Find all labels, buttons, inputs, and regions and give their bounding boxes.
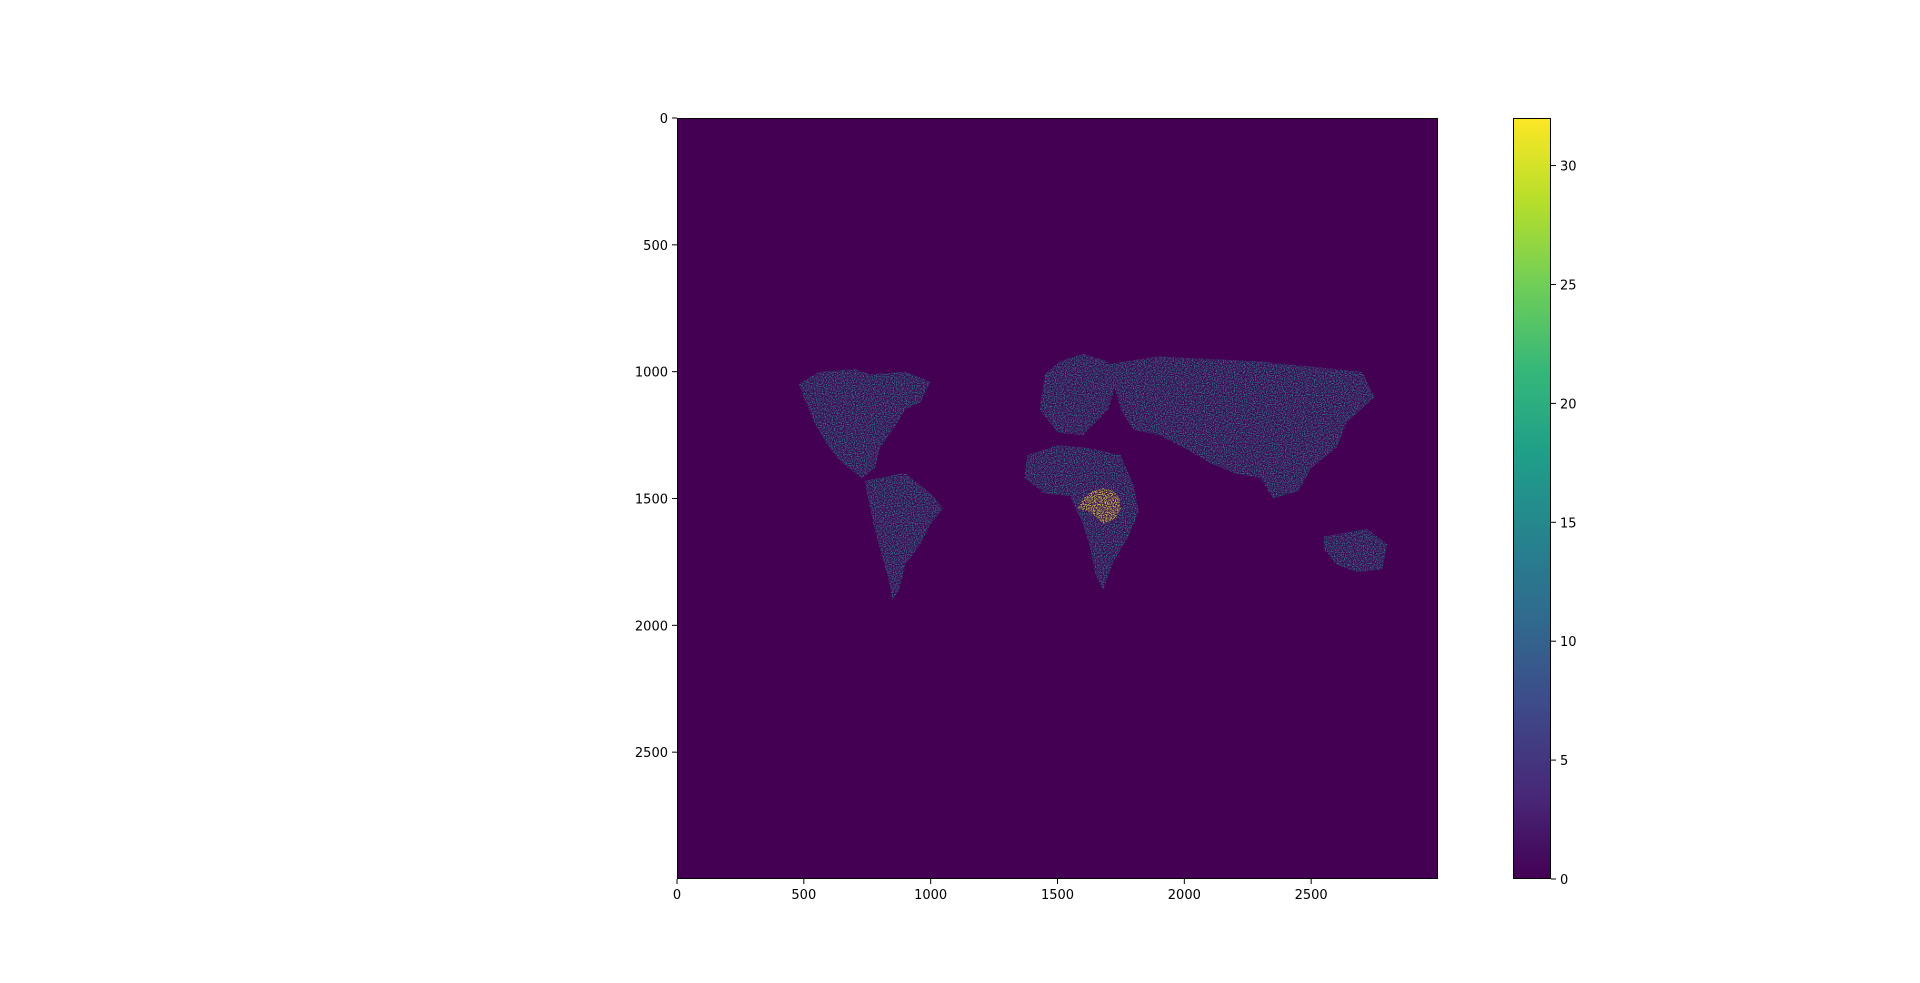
y-tick-label: 2000 <box>635 619 668 634</box>
colorbar-tick-label: 25 <box>1560 278 1577 293</box>
heatmap-frame <box>677 118 1438 879</box>
y-tick-label: 0 <box>660 112 668 127</box>
y-tick-label: 1500 <box>635 493 668 508</box>
colorbar-ticks: 0 5 10 15 20 25 30 <box>1551 160 1577 888</box>
x-tick-label: 1000 <box>914 888 947 903</box>
colorbar-gradient <box>1513 118 1551 879</box>
land-polygon-4 <box>1108 356 1375 499</box>
heatmap-regions <box>798 353 1388 600</box>
y-tick-label: 2500 <box>635 746 668 761</box>
x-tick-label: 0 <box>673 888 681 903</box>
colorbar-tick-label: 20 <box>1560 397 1577 412</box>
colorbar-tick-label: 0 <box>1560 873 1568 888</box>
colorbar-tick-label: 15 <box>1560 516 1577 531</box>
colorbar: 0 5 10 15 20 25 30 <box>1513 118 1577 888</box>
y-tick-label: 500 <box>643 239 668 254</box>
x-tick-label: 2500 <box>1295 888 1328 903</box>
x-tick-label: 1500 <box>1041 888 1074 903</box>
land-polygon-3 <box>1024 445 1139 590</box>
heatmap-background <box>677 118 1438 879</box>
x-axis-ticks: 0 500 1000 1500 2000 2500 <box>673 879 1328 903</box>
x-tick-label: 2000 <box>1168 888 1201 903</box>
heatmap-axes: 0 500 1000 1500 2000 2500 0 500 1000 1500 2000 250… <box>635 112 1438 903</box>
colorbar-tick-label: 30 <box>1560 160 1577 175</box>
y-tick-label: 1000 <box>635 366 668 381</box>
land-polygon-1 <box>864 473 944 600</box>
colorbar-frame <box>1513 118 1551 879</box>
x-tick-label: 500 <box>791 888 816 903</box>
colorbar-tick-label: 10 <box>1560 635 1577 650</box>
region-hotspot <box>1077 488 1121 524</box>
colorbar-tick-label: 5 <box>1560 754 1568 769</box>
land-polygon-2 <box>1039 353 1116 436</box>
land-polygon-0 <box>798 369 931 479</box>
region-land <box>798 353 1388 600</box>
land-polygon-5 <box>1323 528 1388 573</box>
hotspot-polygon-0 <box>1077 488 1121 524</box>
y-axis-ticks: 0 500 1000 1500 2000 2500 <box>635 112 677 761</box>
